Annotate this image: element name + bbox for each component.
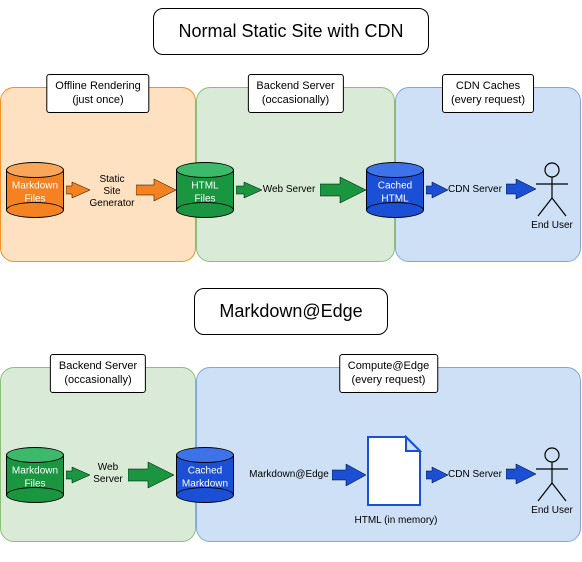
- ssg-l3: Generator: [89, 198, 134, 209]
- html-mem-label: HTML (in memory): [346, 515, 446, 526]
- arrow2-md-to-web: [66, 465, 90, 489]
- diagram1: Offline Rendering (just once) Backend Se…: [0, 67, 582, 262]
- cyl-cached-l2: HTML: [381, 194, 408, 205]
- arrow-ssg-to-html: [136, 177, 176, 201]
- zone2-edge-label: Compute@Edge (every request): [339, 354, 439, 393]
- label2-cdnserver: CDN Server: [444, 469, 506, 481]
- zone-cdn-l1: CDN Caches: [456, 80, 520, 92]
- label2-mdedge: Markdown@Edge: [244, 469, 334, 481]
- end-user-label: End User: [530, 220, 574, 231]
- zone2-edge-l1: Compute@Edge: [348, 360, 430, 372]
- end-user2-icon: End User: [530, 447, 574, 516]
- end-user2-label: End User: [530, 505, 574, 516]
- label-cdnserver: CDN Server: [444, 184, 506, 196]
- section1-title: Normal Static Site with CDN: [153, 8, 428, 55]
- zone-cdn-l2: (every request): [451, 94, 525, 106]
- label-webserver: Web Server: [258, 184, 320, 196]
- cyl-md-l1: Markdown: [12, 181, 58, 192]
- cyl-html-files: HTML Files: [176, 162, 234, 218]
- ssg-l1: Static: [99, 174, 124, 185]
- arrow-web-to-cached: [320, 175, 366, 199]
- zone-backend-l1: Backend Server: [256, 80, 334, 92]
- zone-cdn-label: CDN Caches (every request): [442, 74, 534, 113]
- cyl-md-l2: Files: [24, 194, 45, 205]
- zone-offline-l1: Offline Rendering: [55, 80, 140, 92]
- ssg-l2: Site: [103, 186, 120, 197]
- zone2-edge-l2: (every request): [352, 374, 426, 386]
- cyl-markdown-files: Markdown Files: [6, 162, 64, 218]
- cyl-cached-l1: Cached: [378, 181, 412, 192]
- label2-webserver: Web Server: [88, 462, 128, 486]
- zone2-backend-label: Backend Server (occasionally): [50, 354, 146, 393]
- arrow2-web-to-cached: [128, 460, 174, 484]
- zone2-backend-l1: Backend Server: [59, 360, 137, 372]
- cyl-cached-html: Cached HTML: [366, 162, 424, 218]
- zone-backend-label: Backend Server (occasionally): [247, 74, 343, 113]
- cyl2-cached-l2: Markdown: [182, 479, 228, 490]
- web-l1: Web: [98, 462, 118, 473]
- section2-title: Markdown@Edge: [194, 288, 387, 335]
- cyl-html-l2: Files: [194, 194, 215, 205]
- html-file-icon: [366, 435, 422, 510]
- end-user-icon: End User: [530, 162, 574, 231]
- cyl-html-l1: HTML: [191, 181, 218, 192]
- zone2-backend-l2: (occasionally): [64, 374, 131, 386]
- arrow2-cached-to-file: [332, 462, 366, 486]
- zone-backend-l2: (occasionally): [262, 94, 329, 106]
- zone-offline-l2: (just once): [72, 94, 123, 106]
- cyl2-md-l2: Files: [24, 479, 45, 490]
- cyl2-cached: Cached Markdown: [176, 447, 234, 503]
- web-l2: Server: [93, 474, 122, 485]
- cyl2-md-l1: Markdown: [12, 466, 58, 477]
- zone-offline-label: Offline Rendering (just once): [46, 74, 149, 113]
- diagram2: Backend Server (occasionally) Compute@Ed…: [0, 347, 582, 542]
- cyl2-markdown: Markdown Files: [6, 447, 64, 503]
- cyl2-cached-l1: Cached: [188, 466, 222, 477]
- label-ssg: Static Site Generator: [86, 174, 138, 210]
